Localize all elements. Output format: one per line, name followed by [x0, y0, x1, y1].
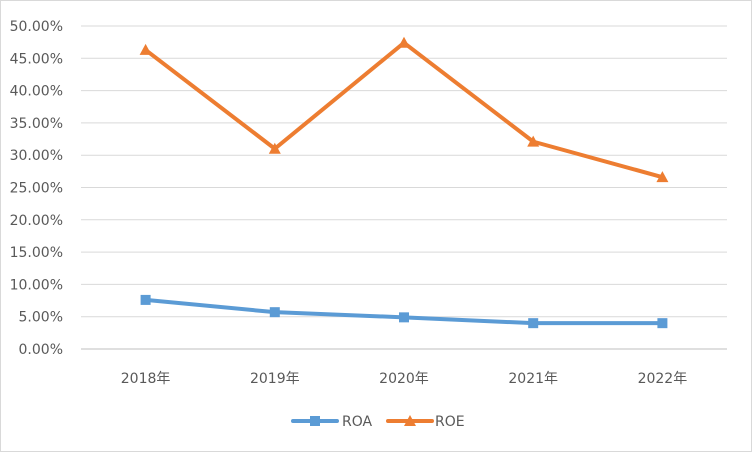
x-tick-label: 2022年 — [638, 371, 688, 387]
data-point-roe — [398, 36, 410, 48]
data-point-roa — [140, 294, 151, 305]
series-roe — [139, 36, 669, 183]
legend-marker-roa — [310, 416, 320, 426]
y-tick-label: 0.00% — [19, 342, 63, 358]
gridlines — [81, 25, 727, 350]
y-tick-label: 25.00% — [10, 181, 63, 197]
y-tick-label: 50.00% — [10, 19, 63, 35]
legend-marker-roe — [404, 415, 416, 426]
data-point-roa — [657, 318, 668, 329]
data-point-roe — [527, 135, 540, 147]
x-tick-label: 2021年 — [508, 371, 558, 387]
y-tick-label: 10.00% — [10, 277, 63, 293]
y-tick-label: 5.00% — [19, 310, 63, 326]
y-tick-label: 40.00% — [10, 84, 63, 100]
series-layer — [139, 36, 669, 329]
data-point-roe — [268, 142, 281, 154]
series-line-roe — [143, 40, 665, 180]
legend-label: ROA — [342, 414, 373, 430]
legend-item-roa: ROA — [291, 414, 373, 430]
legend-item-roe: ROE — [386, 414, 465, 430]
y-axis-tick-labels: 0.00% 5.00% 10.00% 15.00% 20.00% 25.00% 30.00%… — [10, 19, 63, 358]
x-tick-label: 2018年 — [121, 371, 171, 387]
x-axis-tick-labels: 2018年 2019年 2020年 2021年 2022年 — [121, 371, 687, 387]
y-tick-label: 15.00% — [10, 245, 63, 261]
y-tick-label: 45.00% — [10, 51, 63, 67]
legend-label: ROE — [435, 414, 465, 430]
x-tick-label: 2020年 — [379, 371, 429, 387]
data-point-roa — [528, 318, 539, 329]
data-point-roa — [269, 307, 280, 318]
legend: ROA ROE — [291, 414, 465, 430]
y-tick-label: 35.00% — [10, 116, 63, 132]
data-point-roe — [139, 43, 152, 55]
data-point-roa — [399, 312, 409, 323]
x-tick-label: 2019年 — [250, 371, 300, 387]
y-tick-label: 20.00% — [10, 213, 63, 229]
y-tick-label: 30.00% — [10, 148, 63, 164]
series-roa — [140, 294, 668, 329]
data-point-roe — [656, 171, 669, 183]
